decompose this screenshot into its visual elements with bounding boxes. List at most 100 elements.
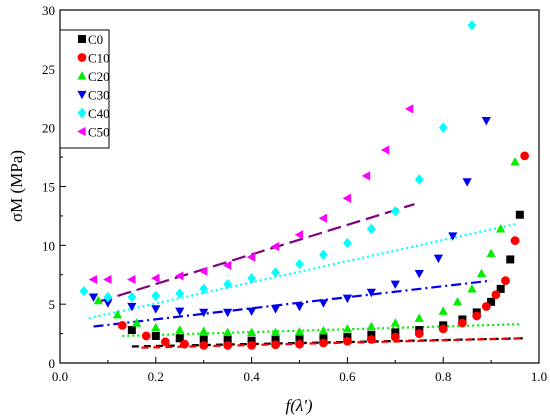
point-c20 xyxy=(467,284,477,293)
point-c50 xyxy=(127,274,136,285)
y-tick-label: 0 xyxy=(49,356,56,371)
point-c20 xyxy=(486,248,496,258)
point-c40 xyxy=(390,206,400,217)
point-c20 xyxy=(366,321,376,331)
point-c30 xyxy=(247,307,257,317)
legend-label-c50: C50 xyxy=(88,125,110,140)
point-c30 xyxy=(433,254,444,264)
point-c10 xyxy=(481,302,491,311)
point-c10 xyxy=(491,290,501,300)
point-c20 xyxy=(496,224,506,233)
point-c0 xyxy=(223,336,232,345)
point-c20 xyxy=(390,318,400,327)
point-c20 xyxy=(223,327,233,337)
point-c30 xyxy=(88,293,99,302)
point-c30 xyxy=(448,232,458,241)
legend-marker-c30 xyxy=(77,90,87,100)
legend-label-c30: C30 xyxy=(88,88,110,103)
point-c30 xyxy=(366,288,376,298)
point-c40 xyxy=(319,249,328,260)
point-c20 xyxy=(93,295,103,305)
point-c20 xyxy=(175,325,185,334)
fit-line-c20 xyxy=(122,323,520,338)
point-c10 xyxy=(247,340,256,350)
point-c40 xyxy=(343,237,352,249)
point-c10 xyxy=(271,340,280,350)
point-c0 xyxy=(487,297,496,306)
point-c0 xyxy=(175,334,184,343)
point-c0 xyxy=(199,335,208,344)
point-c30 xyxy=(175,307,185,317)
point-c10 xyxy=(501,276,510,286)
point-c20 xyxy=(270,327,281,337)
legend-label-c0: C0 xyxy=(88,32,103,47)
point-c30 xyxy=(342,294,352,304)
point-c40 xyxy=(151,290,161,302)
plot-marks xyxy=(79,20,530,350)
point-c10 xyxy=(520,151,530,161)
point-c10 xyxy=(295,339,304,349)
point-c10 xyxy=(223,340,233,350)
point-c20 xyxy=(438,306,448,315)
point-c10 xyxy=(366,335,376,344)
point-c10 xyxy=(510,236,520,246)
point-c50 xyxy=(174,271,184,281)
point-c40 xyxy=(366,223,376,235)
legend: C0 C10 C20 C30 C40 C50 xyxy=(59,29,110,149)
point-c10 xyxy=(472,311,482,321)
point-c40 xyxy=(79,286,89,297)
point-c10 xyxy=(117,320,127,330)
point-c30 xyxy=(199,308,209,318)
point-c50 xyxy=(380,145,390,155)
point-c30 xyxy=(318,299,329,308)
point-c40 xyxy=(223,278,233,290)
point-c10 xyxy=(180,339,189,349)
point-c0 xyxy=(247,336,256,345)
y-tick-label: 10 xyxy=(42,238,55,253)
y-tick-label: 5 xyxy=(49,297,56,312)
point-c40 xyxy=(127,291,137,303)
series-c10 xyxy=(117,151,530,350)
point-c10 xyxy=(438,324,448,334)
point-c0 xyxy=(127,326,136,335)
point-c50 xyxy=(404,104,414,114)
point-c50 xyxy=(151,273,160,283)
point-c10 xyxy=(457,318,467,328)
point-c20 xyxy=(452,297,463,306)
point-c50 xyxy=(342,193,351,203)
point-c40 xyxy=(295,258,304,270)
point-c30 xyxy=(103,299,113,308)
x-tick-label: 0.8 xyxy=(435,369,451,384)
point-c10 xyxy=(160,337,170,347)
x-tick-label: 0.6 xyxy=(339,369,356,384)
point-c10 xyxy=(343,336,352,346)
point-c10 xyxy=(390,332,400,342)
point-c20 xyxy=(476,268,487,278)
point-c20 xyxy=(414,313,424,322)
point-c0 xyxy=(496,284,505,293)
point-c0 xyxy=(151,331,160,340)
series-c30 xyxy=(88,117,491,318)
legend-label-c10: C10 xyxy=(88,51,110,66)
legend-label-c20: C20 xyxy=(88,69,110,84)
point-c30 xyxy=(481,117,491,126)
point-c20 xyxy=(112,309,123,319)
point-c10 xyxy=(141,331,151,341)
point-c50 xyxy=(294,230,304,240)
point-c50 xyxy=(318,213,328,223)
legend-marker-c50 xyxy=(77,126,86,137)
point-c50 xyxy=(103,274,112,285)
point-c20 xyxy=(510,156,520,166)
point-c40 xyxy=(467,20,477,31)
point-c0 xyxy=(515,210,524,219)
point-c30 xyxy=(223,308,233,318)
legend-label-c40: C40 xyxy=(88,106,110,121)
point-c20 xyxy=(132,318,142,327)
x-axis-label: f(λ') xyxy=(285,396,312,415)
point-c40 xyxy=(175,288,185,299)
point-c40 xyxy=(414,174,424,185)
x-tick-label: 0.2 xyxy=(148,369,164,384)
point-c0 xyxy=(391,328,400,337)
series-c20 xyxy=(93,156,520,337)
